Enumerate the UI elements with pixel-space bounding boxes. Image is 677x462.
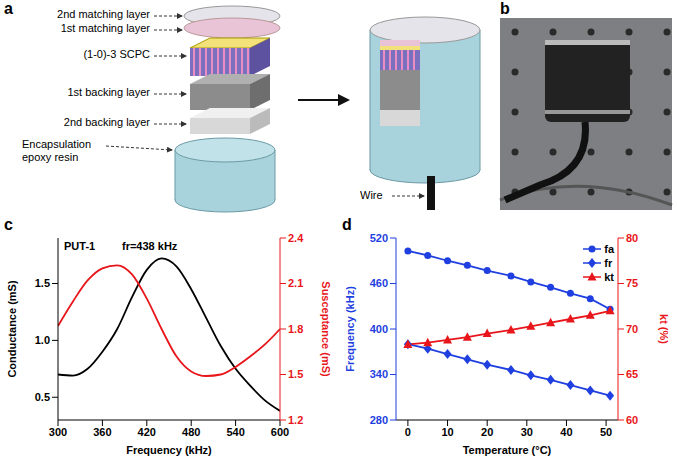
svg-text:80: 80 bbox=[626, 232, 638, 244]
html-text:1st matching layer: 1st matching layer bbox=[60, 22, 150, 34]
svg-text:1.5: 1.5 bbox=[35, 277, 50, 289]
svg-text:Conductance (mS): Conductance (mS) bbox=[6, 280, 18, 378]
svg-text:kt (%): kt (%) bbox=[658, 314, 670, 344]
html-text:a: a bbox=[4, 0, 13, 17]
svg-text:0.5: 0.5 bbox=[35, 391, 50, 403]
html-text:fr=438 kHz: fr=438 kHz bbox=[122, 240, 178, 252]
svg-text:360: 360 bbox=[93, 426, 111, 438]
svg-text:0: 0 bbox=[405, 426, 411, 438]
html-text:Encapsulation epoxy resin: Encapsulation epoxy resin bbox=[22, 138, 92, 163]
html-text:kt: kt bbox=[604, 271, 614, 283]
html-text:c: c bbox=[4, 216, 13, 233]
html-text:fr: fr bbox=[604, 257, 613, 269]
html-text:Wire: Wire bbox=[360, 189, 383, 201]
svg-text:520: 520 bbox=[370, 232, 388, 244]
html-text:PUT-1: PUT-1 bbox=[64, 240, 96, 252]
svg-text:75: 75 bbox=[626, 277, 638, 289]
svg-text:65: 65 bbox=[626, 368, 638, 380]
svg-text:30: 30 bbox=[521, 426, 533, 438]
svg-text:Susceptance (mS): Susceptance (mS) bbox=[320, 281, 332, 377]
svg-text:70: 70 bbox=[626, 323, 638, 335]
html-text:2nd matching layer: 2nd matching layer bbox=[57, 8, 150, 20]
html-text:(1-0)-3 SCPC: (1-0)-3 SCPC bbox=[83, 48, 150, 60]
svg-text:2.4: 2.4 bbox=[288, 232, 304, 244]
html-text:d: d bbox=[342, 216, 352, 233]
svg-text:60: 60 bbox=[626, 414, 638, 426]
svg-text:600: 600 bbox=[271, 426, 289, 438]
svg-text:50: 50 bbox=[600, 426, 612, 438]
svg-text:420: 420 bbox=[138, 426, 156, 438]
svg-text:10: 10 bbox=[441, 426, 453, 438]
svg-text:Frequency (kHz): Frequency (kHz) bbox=[126, 444, 212, 456]
svg-text:20: 20 bbox=[481, 426, 493, 438]
svg-text:460: 460 bbox=[370, 277, 388, 289]
svg-text:Frequency (kHz): Frequency (kHz) bbox=[344, 286, 356, 372]
svg-text:1.5: 1.5 bbox=[288, 368, 303, 380]
html-text:2nd backing layer: 2nd backing layer bbox=[63, 116, 150, 128]
svg-text:540: 540 bbox=[226, 426, 244, 438]
svg-text:1.0: 1.0 bbox=[35, 334, 50, 346]
html-text:b: b bbox=[500, 0, 510, 17]
svg-text:1.2: 1.2 bbox=[288, 414, 303, 426]
svg-text:40: 40 bbox=[560, 426, 572, 438]
svg-text:300: 300 bbox=[49, 426, 67, 438]
html-text:1st backing layer: 1st backing layer bbox=[67, 86, 150, 98]
svg-text:340: 340 bbox=[370, 368, 388, 380]
svg-text:Temperature (°C): Temperature (°C) bbox=[463, 444, 552, 456]
html-text:fa: fa bbox=[604, 243, 614, 255]
svg-text:400: 400 bbox=[370, 323, 388, 335]
svg-text:2.1: 2.1 bbox=[288, 277, 303, 289]
svg-text:480: 480 bbox=[182, 426, 200, 438]
svg-text:280: 280 bbox=[370, 414, 388, 426]
svg-text:1.8: 1.8 bbox=[288, 323, 303, 335]
